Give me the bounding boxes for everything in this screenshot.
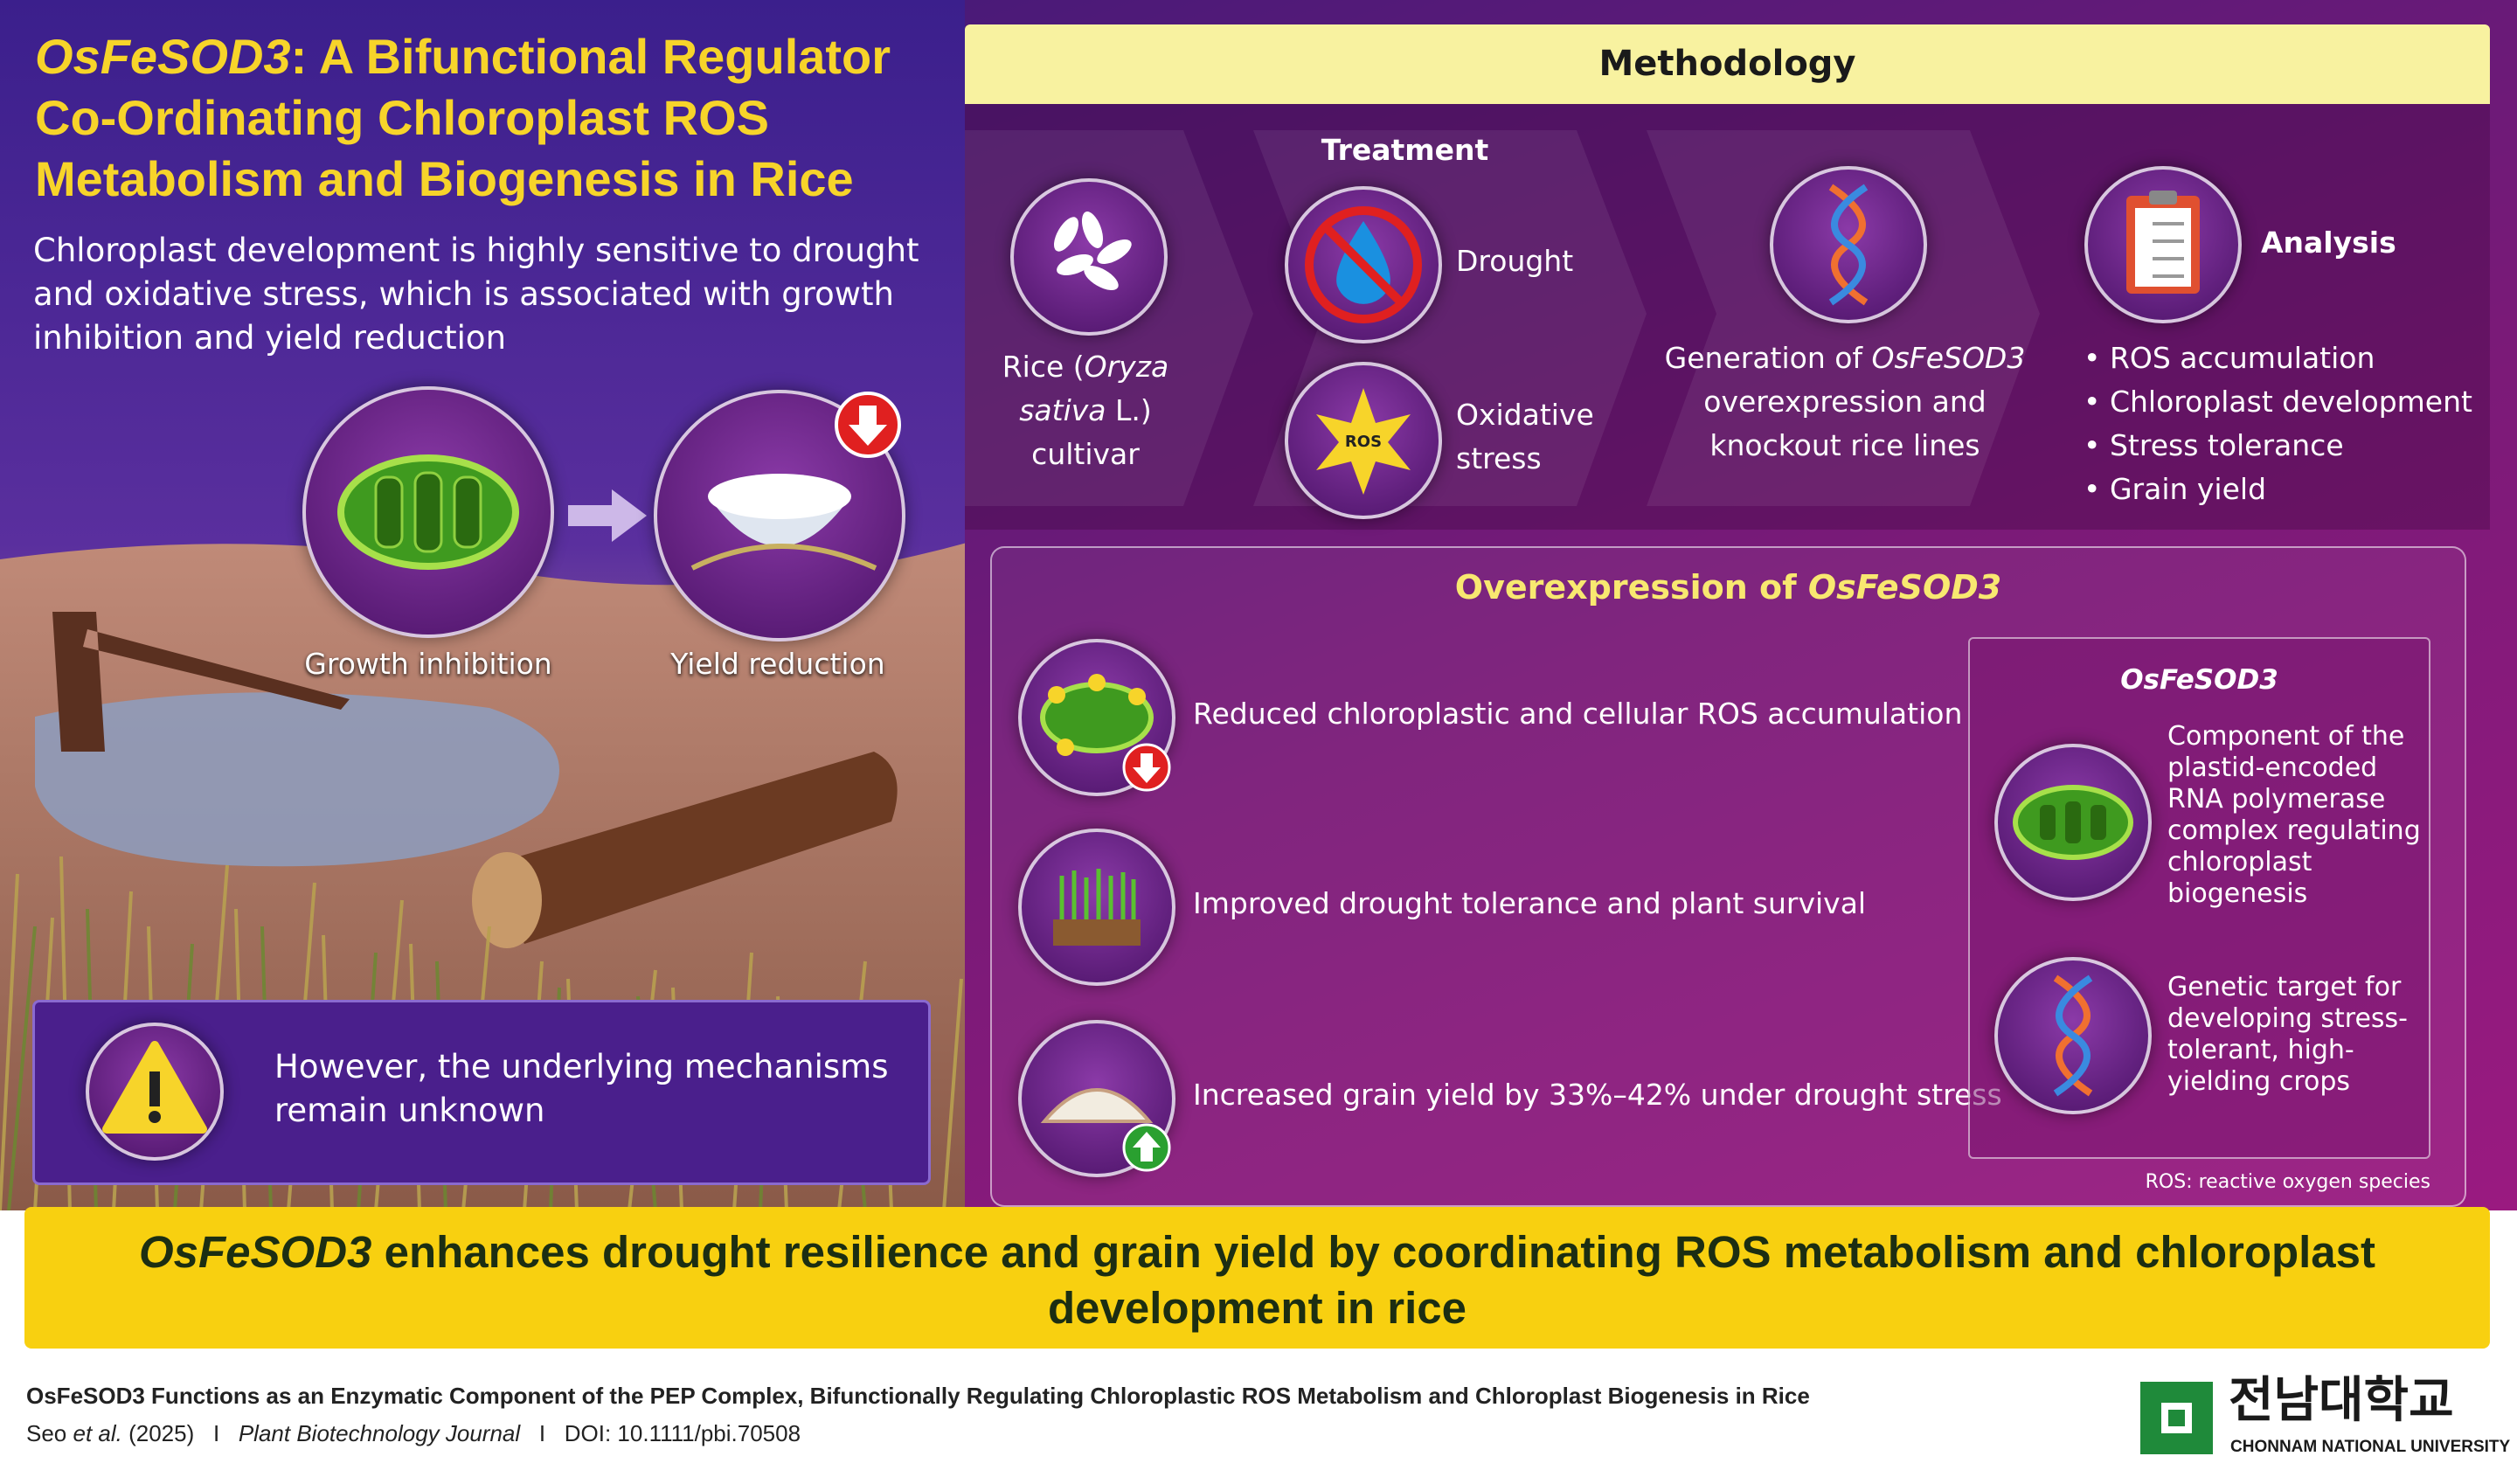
treatment-item: Oxidative stress [1456,398,1594,475]
ros-icon: ROS [1285,362,1442,519]
text-part: (2025) [121,1420,195,1446]
chloroplast-ros-drawing [1040,674,1154,756]
text-part: Seo [26,1420,73,1446]
decrease-badge [835,392,901,458]
result-text: Increased grain yield by 33%–42% under d… [1193,1078,2002,1112]
ros-drawing: ROS [1316,388,1411,495]
gene-name: OsFeSOD3 [138,1227,372,1277]
grain-drawing [1040,1088,1154,1123]
decrease-badge [1122,743,1171,792]
text-part: et al. [73,1420,122,1446]
gene-box-note: Genetic target for developing stress-tol… [2167,972,2408,1097]
conclusion-text: enhances drought resilience and grain yi… [371,1227,2376,1333]
generation-text: Generation of OsFeSOD3 overexpression an… [1661,336,2028,468]
species-name: Oryza sativa [1019,350,1169,427]
university-emblem [2140,1382,2213,1454]
problem-label: Growth inhibition [304,647,552,681]
ros-icon-label: ROS [1345,433,1382,451]
analysis-title: Analysis [2261,225,2396,260]
chloroplast-drawing [2013,785,2133,860]
subtitle: Chloroplast development is highly sensit… [33,232,919,357]
text-part: Rice ( [1002,350,1085,384]
doi: DOI: 10.1111/pbi.70508 [564,1420,801,1446]
text-part: Overexpression of [1454,568,1808,607]
separator: I [538,1420,546,1446]
gene-box-title: OsFeSOD3 [2120,664,2278,696]
rice-grains-icon [1010,178,1168,336]
dna-drawing [1828,184,1869,306]
dna-icon [1994,957,2152,1114]
text-part: L.) cultivar [1031,393,1152,471]
analysis-item: ROS accumulation [2084,336,2472,380]
text-part: Generation of [1664,341,1872,375]
gene-name: OsFeSOD3 [1807,568,2002,607]
footnote: ROS: reactive oxygen species [2145,1171,2430,1193]
drought-drawing [1305,206,1422,323]
arrow [568,489,647,542]
citation: Seo et al. (2025) I Plant Biotechnology … [26,1420,801,1447]
logo-english: CHONNAM NATIONAL UNIVERSITY [2230,1438,2511,1456]
text-part: overexpression and knockout rice lines [1703,385,1987,462]
title-text: : A Bifunctional Regulator Co-Ordinating… [35,29,891,206]
title: OsFeSOD3: A Bifunctional Regulator Co-Or… [35,26,944,210]
overexpression-title: Overexpression of OsFeSOD3 [990,568,2466,607]
separator: I [212,1420,220,1446]
rice-text: Rice (Oryza sativa L.) cultivar [985,345,1186,476]
logo-korean: 전남대학교 [2229,1372,2454,1429]
chloroplast-drawing [337,454,519,570]
gene-name: OsFeSOD3 [1871,341,2026,375]
citation-title: OsFeSOD3 Functions as an Enzymatic Compo… [26,1383,1810,1409]
analysis-item: Stress tolerance [2084,424,2472,468]
clipboard-drawing [2126,191,2200,294]
plants-icon [1018,829,1175,986]
plants-drawing [1053,869,1141,946]
title-gene: OsFeSOD3 [35,29,291,84]
analysis-item: Grain yield [2084,468,2472,511]
treatment-item: Drought [1456,244,1574,278]
dna-icon [1770,166,1927,323]
grain-icon [1018,1020,1175,1177]
analysis-item: Chloroplast development [2084,380,2472,424]
treatment-title: Treatment [1321,133,1489,167]
chloroplast-icon [302,386,554,638]
drought-icon [1285,186,1442,343]
rice-bowl-drawing [690,474,877,571]
analysis-list: ROS accumulation Chloroplast development… [2084,336,2472,511]
result-text: Reduced chloroplastic and cellular ROS a… [1193,697,1963,731]
clipboard-icon [2084,166,2242,323]
gene-box-note: Component of the plastid-encoded RNA pol… [2167,721,2421,909]
warning-drawing [102,1041,207,1134]
rice-grains-drawing [1054,212,1132,290]
warning-icon [86,1023,224,1161]
result-text: Improved drought tolerance and plant sur… [1193,886,1867,920]
dna-drawing [2053,974,2093,1097]
problem-label: Yield reduction [670,647,885,681]
conclusion: OsFeSOD3 enhances drought resilience and… [24,1207,2490,1349]
journal: Plant Biotechnology Journal [238,1420,521,1446]
increase-badge [1122,1123,1171,1172]
warning-text: However, the underlying mechanisms remai… [274,1048,889,1129]
chloroplast-icon [1994,744,2152,901]
section-header: Methodology [965,24,2490,104]
